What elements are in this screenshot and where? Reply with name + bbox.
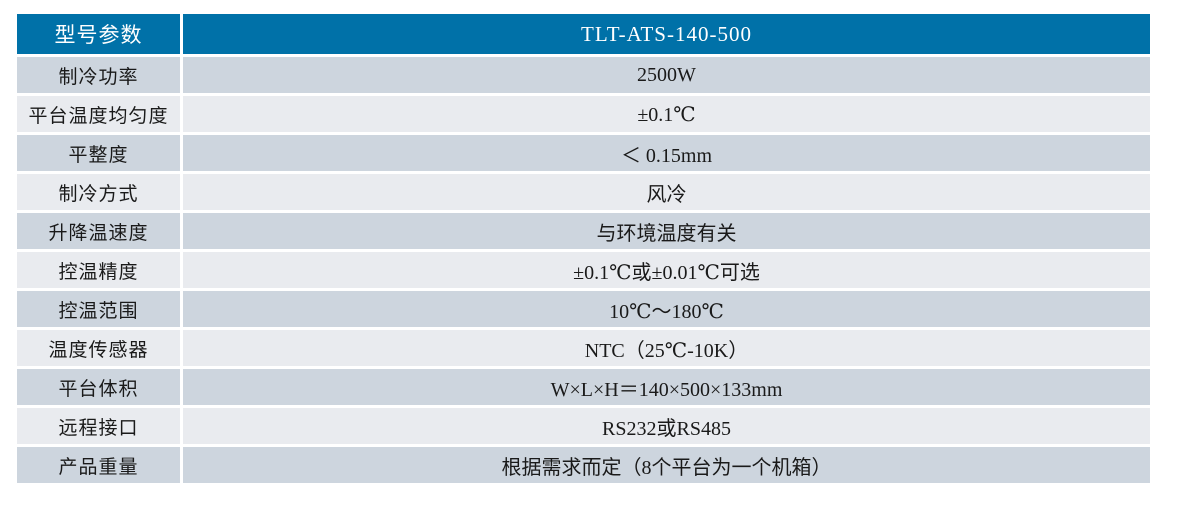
row-value-cell: 根据需求而定（8个平台为一个机箱） (183, 447, 1150, 483)
row-label-cell: 平台体积 (17, 369, 180, 405)
row-label-cell: 远程接口 (17, 408, 180, 444)
model-header-cell: TLT-ATS-140-500 (183, 14, 1150, 54)
spec-table-head: 型号参数 TLT-ATS-140-500 (17, 14, 1150, 54)
row-label-cell: 温度传感器 (17, 330, 180, 366)
row-value-cell: NTC（25℃-10K） (183, 330, 1150, 366)
row-label-cell: 控温精度 (17, 252, 180, 288)
row-value-cell: 10℃～180℃ (183, 291, 1150, 327)
table-row: 制冷功率 2500W (17, 57, 1150, 93)
param-header-cell: 型号参数 (17, 14, 180, 54)
row-label-cell: 升降温速度 (17, 213, 180, 249)
row-label-cell: 平台温度均匀度 (17, 96, 180, 132)
row-label-cell: 平整度 (17, 135, 180, 171)
table-row: 控温精度 ±0.1℃或±0.01℃可选 (17, 252, 1150, 288)
row-value-cell: ＜ 0.15mm (183, 135, 1150, 171)
row-label-cell: 制冷功率 (17, 57, 180, 93)
row-label-cell: 控温范围 (17, 291, 180, 327)
row-value-cell: W×L×H＝140×500×133mm (183, 369, 1150, 405)
table-row: 产品重量 根据需求而定（8个平台为一个机箱） (17, 447, 1150, 483)
row-label-cell: 制冷方式 (17, 174, 180, 210)
table-row: 制冷方式 风冷 (17, 174, 1150, 210)
table-row: 控温范围 10℃～180℃ (17, 291, 1150, 327)
row-label-cell: 产品重量 (17, 447, 180, 483)
row-value-cell: ±0.1℃或±0.01℃可选 (183, 252, 1150, 288)
table-row: 平整度 ＜ 0.15mm (17, 135, 1150, 171)
row-value-cell: 与环境温度有关 (183, 213, 1150, 249)
table-row: 升降温速度 与环境温度有关 (17, 213, 1150, 249)
row-value-cell: 2500W (183, 57, 1150, 93)
table-row: 平台温度均匀度 ±0.1℃ (17, 96, 1150, 132)
row-value-cell: RS232或RS485 (183, 408, 1150, 444)
table-row: 远程接口 RS232或RS485 (17, 408, 1150, 444)
spec-table: 型号参数 TLT-ATS-140-500 制冷功率 2500W 平台温度均匀度 … (14, 11, 1153, 486)
spec-table-body: 制冷功率 2500W 平台温度均匀度 ±0.1℃ 平整度 ＜ 0.15mm 制冷… (17, 57, 1150, 483)
table-row: 平台体积 W×L×H＝140×500×133mm (17, 369, 1150, 405)
header-row: 型号参数 TLT-ATS-140-500 (17, 14, 1150, 54)
table-row: 温度传感器 NTC（25℃-10K） (17, 330, 1150, 366)
row-value-cell: ±0.1℃ (183, 96, 1150, 132)
row-value-cell: 风冷 (183, 174, 1150, 210)
